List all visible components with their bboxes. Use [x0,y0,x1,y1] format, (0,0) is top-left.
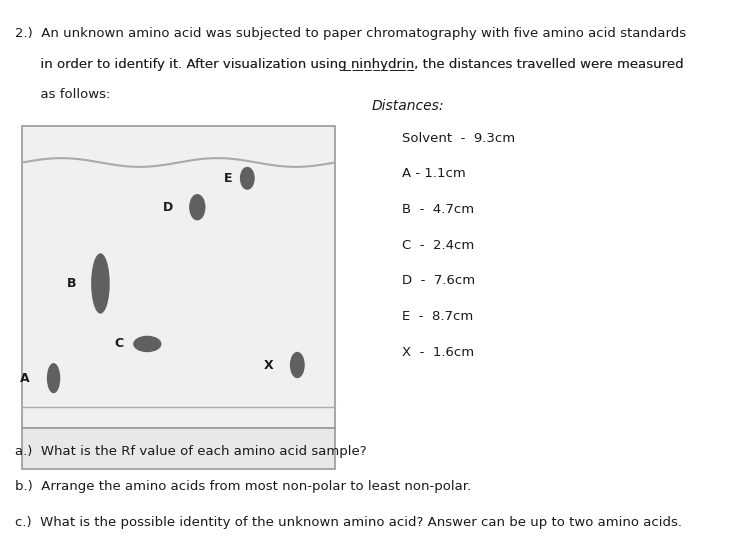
Text: E  -  8.7cm: E - 8.7cm [402,310,473,323]
Text: X: X [264,358,274,372]
Text: 2.)  An unknown amino acid was subjected to paper chromatography with five amino: 2.) An unknown amino acid was subjected … [15,27,686,41]
Ellipse shape [290,352,305,378]
Text: B: B [67,277,77,290]
Ellipse shape [47,363,60,393]
Text: C: C [115,338,124,350]
Ellipse shape [240,167,254,190]
Ellipse shape [133,336,161,352]
Ellipse shape [92,253,110,313]
Text: D  -  7.6cm: D - 7.6cm [402,274,475,288]
Text: D: D [163,201,173,214]
FancyBboxPatch shape [22,126,335,428]
Text: b.)  Arrange the amino acids from most non-polar to least non-polar.: b.) Arrange the amino acids from most no… [15,480,471,494]
Text: A - 1.1cm: A - 1.1cm [402,167,466,181]
Text: in order to identify it. After visualization using ninhydrin, the distances trav: in order to identify it. After visualiza… [15,58,684,71]
Text: X  -  1.6cm: X - 1.6cm [402,346,474,359]
Text: as follows:: as follows: [15,88,110,101]
Text: Distances:: Distances: [372,99,444,113]
FancyBboxPatch shape [22,428,335,469]
Text: c.)  What is the possible identity of the unknown amino acid? Answer can be up t: c.) What is the possible identity of the… [15,516,682,529]
Ellipse shape [189,194,205,220]
Text: in order to identify it. After visualization using ninhydrin, the distances trav: in order to identify it. After visualiza… [15,58,684,71]
Text: a.)  What is the Rf value of each amino acid sample?: a.) What is the Rf value of each amino a… [15,445,367,458]
Text: A: A [20,372,30,385]
Text: in order to identify it. After visualization using ̲n̲i̲n̲h̲y̲d̲r̲i̲n̲, the dist: in order to identify it. After visualiza… [15,58,684,71]
Text: B  -  4.7cm: B - 4.7cm [402,203,474,216]
Text: C  -  2.4cm: C - 2.4cm [402,239,474,252]
Text: Solvent  -  9.3cm: Solvent - 9.3cm [402,132,515,145]
Text: E: E [224,172,232,185]
